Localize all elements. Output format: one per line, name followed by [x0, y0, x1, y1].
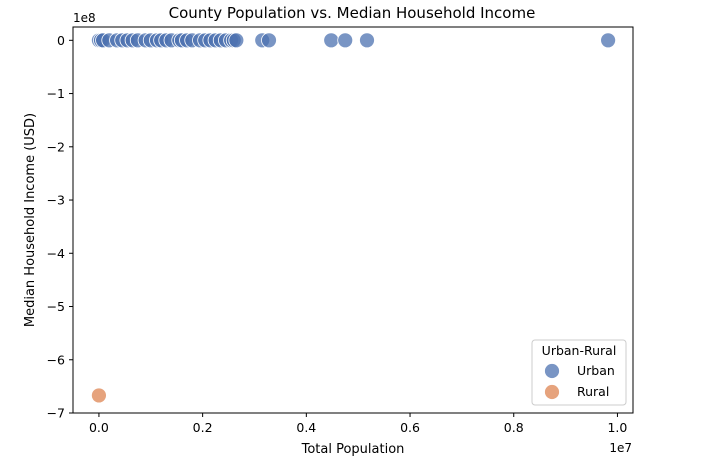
- y-tick-label: −2: [47, 139, 65, 154]
- data-point-rural: [91, 387, 107, 404]
- legend: Urban-Rural Urban Rural: [531, 339, 627, 406]
- y-tick-label: −3: [47, 193, 65, 208]
- x-tick-label: 1.0: [607, 420, 627, 435]
- x-offset-label: 1e7: [609, 441, 632, 455]
- y-tick-label: −7: [47, 406, 65, 421]
- legend-marker-rural: [544, 384, 560, 400]
- data-point-urban: [600, 32, 617, 49]
- data-point-urban: [337, 32, 354, 49]
- data-point-urban: [323, 32, 340, 49]
- y-tick-label: 0: [57, 33, 65, 48]
- y-tick-label: −6: [47, 352, 65, 367]
- x-axis-label: Total Population: [301, 442, 405, 457]
- legend-label-rural: Rural: [577, 384, 609, 399]
- x-tick-label: 0.0: [89, 420, 109, 435]
- y-offset-label: 1e8: [73, 11, 96, 25]
- plot-area: 0.0 0.2 0.4 0.6 0.8 1.0 0 −1 −2 −3 −4 −5 −6 −7: [47, 26, 634, 435]
- chart-title: County Population vs. Median Household I…: [169, 4, 536, 22]
- y-tick-label: −1: [47, 86, 65, 101]
- data-point-urban: [228, 32, 245, 49]
- x-tick-label: 0.6: [400, 420, 420, 435]
- x-tick-label: 0.4: [296, 420, 316, 435]
- y-tick-label: −5: [47, 299, 65, 314]
- axes-frame: [72, 26, 634, 414]
- x-tick-label: 0.2: [193, 420, 213, 435]
- legend-marker-urban: [544, 363, 560, 379]
- legend-label-urban: Urban: [577, 363, 615, 378]
- y-tick-label: −4: [47, 246, 65, 261]
- data-point-urban: [261, 32, 277, 49]
- data-point-urban: [359, 32, 375, 49]
- y-axis-label: Median Household Income (USD): [23, 113, 38, 327]
- legend-title: Urban-Rural: [542, 343, 617, 358]
- x-tick-label: 0.8: [504, 420, 524, 435]
